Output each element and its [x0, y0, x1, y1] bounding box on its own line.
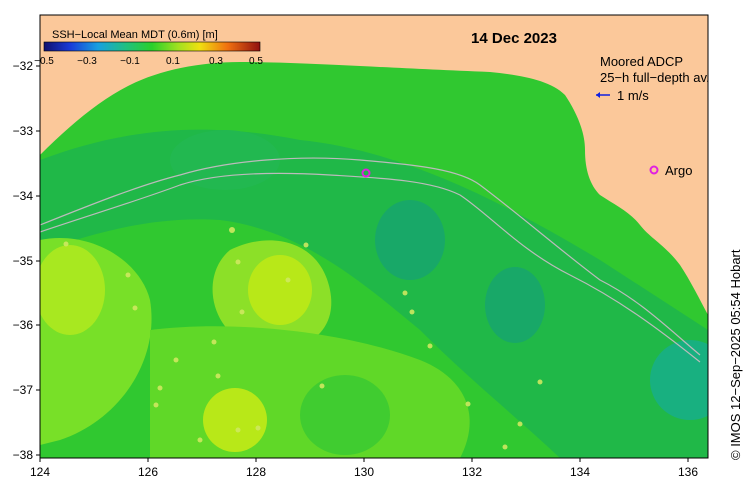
lat-tick-label: −34 — [13, 189, 34, 203]
map-date-title: 14 Dec 2023 — [471, 30, 557, 47]
adcp-legend: Moored ADCP 25−h full−depth av. 1 m/s — [596, 54, 710, 103]
map-field — [40, 15, 708, 458]
colorbar-tick: 0.5 — [249, 56, 263, 67]
lon-tick-label: 134 — [570, 465, 590, 479]
ssh-teal-patch — [375, 200, 445, 280]
lon-axis: 124 126 128 130 132 134 136 — [30, 458, 698, 479]
colorbar: SSH−Local Mean MDT (0.6m) [m] −0.5 −0.3 … — [34, 29, 263, 67]
argo-float-marker — [361, 168, 371, 178]
credit-text: © IMOS 12−Sep−2025 05:54 Hobart — [728, 249, 743, 460]
vector-scale-label: 1 m/s — [617, 88, 649, 103]
ssh-teal-patch — [650, 340, 708, 420]
colorbar-tick: −0.1 — [120, 56, 140, 67]
adcp-legend-line2: 25−h full−depth av. — [600, 70, 710, 85]
ssh-high-core — [248, 255, 312, 325]
colorbar-gradient — [43, 41, 261, 52]
argo-legend-label: Argo — [665, 163, 692, 178]
lon-tick-label: 136 — [678, 465, 698, 479]
ssh-teal-patch — [485, 267, 545, 343]
colorbar-tick: 0.3 — [209, 56, 223, 67]
ssh-mid-patch — [300, 375, 390, 455]
plot-frame — [39, 14, 709, 459]
float-dots — [63, 227, 543, 450]
lat-tick-label: −33 — [13, 124, 34, 138]
lon-tick-label: 130 — [354, 465, 374, 479]
lat-axis: −32 −33 −34 −35 −36 −37 −38 — [13, 59, 40, 462]
arrow-head-icon — [596, 92, 600, 98]
colorbar-tick: 0.1 — [166, 56, 180, 67]
ssh-low-band — [40, 129, 708, 458]
isobath-contour — [40, 157, 701, 356]
colorbar-title: SSH−Local Mean MDT (0.6m) [m] — [52, 29, 218, 41]
lon-tick-label: 124 — [30, 465, 50, 479]
ssh-low-patch — [170, 130, 280, 190]
colorbar-tick: −0.3 — [77, 56, 97, 67]
lon-tick-label: 132 — [462, 465, 482, 479]
colorbar-tick: −0.5 — [34, 56, 54, 67]
lat-tick-label: −37 — [13, 383, 34, 397]
lat-tick-label: −32 — [13, 59, 34, 73]
lat-tick-label: −36 — [13, 318, 34, 332]
ssh-high-core — [203, 388, 267, 452]
lat-tick-label: −35 — [13, 254, 34, 268]
argo-legend-icon — [649, 165, 659, 175]
ssh-high-core — [40, 245, 105, 335]
isobath-contour — [40, 172, 701, 363]
lat-tick-label: −38 — [13, 448, 34, 462]
adcp-legend-line1: Moored ADCP — [600, 54, 683, 69]
lon-tick-label: 128 — [246, 465, 266, 479]
lon-tick-label: 126 — [138, 465, 158, 479]
argo-legend: Argo — [649, 163, 692, 178]
